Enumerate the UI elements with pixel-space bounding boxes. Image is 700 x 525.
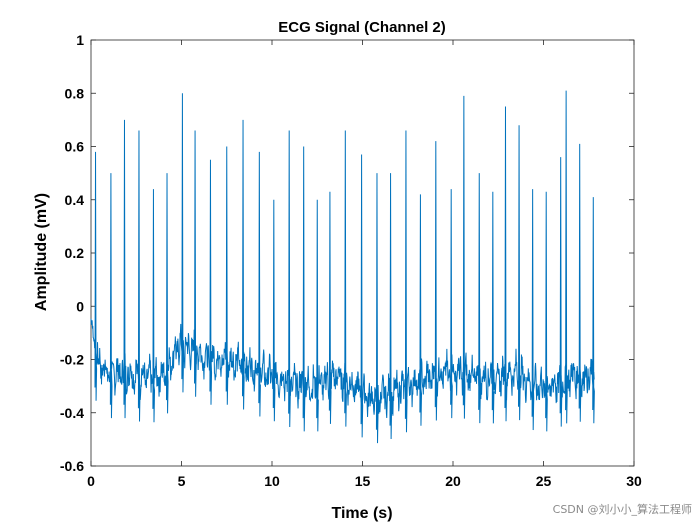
y-tick-label: 0.8: [65, 85, 85, 101]
axis-tick-labels: 0 5 10 15 20 25 30 -0.6 -0.4 -0.2 0 0.2 0.4 0.6 0.8 1: [60, 32, 642, 489]
x-tick-label: 20: [445, 473, 461, 489]
x-tick-label: 15: [355, 473, 371, 489]
y-tick-label: 0.2: [65, 245, 85, 261]
y-tick-label: 0: [76, 298, 84, 314]
y-tick-label: 1: [76, 32, 84, 48]
ecg-signal-line: [90, 90, 595, 444]
watermark-text: CSDN @刘小小_算法工程师: [552, 503, 692, 516]
y-tick-label: -0.2: [60, 352, 84, 368]
y-tick-label: -0.6: [60, 458, 84, 474]
y-axis-label: Amplitude (mV): [33, 193, 50, 311]
chart-title: ECG Signal (Channel 2): [278, 19, 446, 36]
x-tick-label: 25: [536, 473, 552, 489]
y-tick-label: 0.6: [65, 139, 85, 155]
axis-ticks: [90, 39, 635, 467]
x-tick-label: 10: [264, 473, 280, 489]
y-tick-label: 0.4: [65, 192, 85, 208]
x-tick-label: 5: [178, 473, 186, 489]
x-axis-label: Time (s): [331, 505, 392, 522]
x-tick-label: 0: [87, 473, 95, 489]
x-tick-label: 30: [626, 473, 642, 489]
y-tick-label: -0.4: [60, 405, 84, 421]
